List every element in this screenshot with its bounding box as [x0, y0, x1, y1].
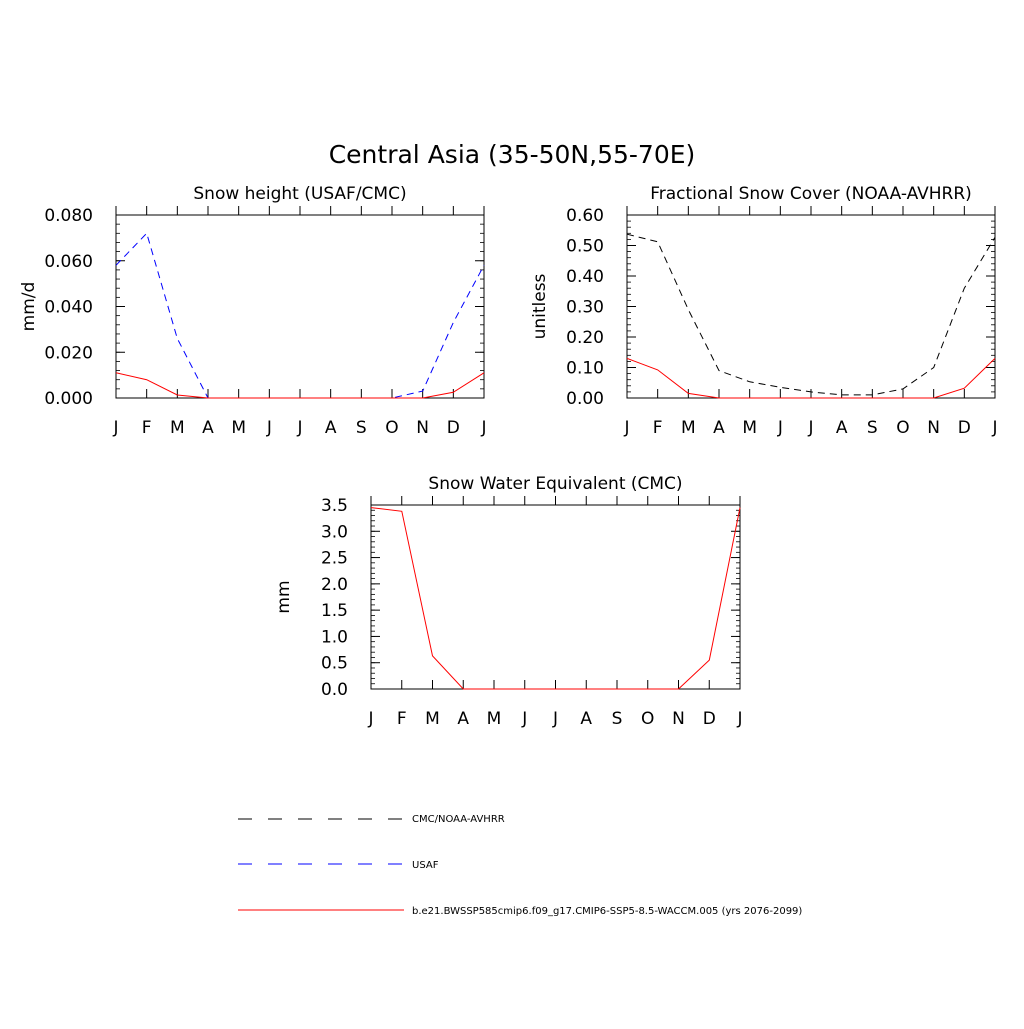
- y-tick-label: 0.000: [44, 389, 93, 409]
- x-tick-label: J: [480, 418, 486, 438]
- y-tick-label: 0.5: [321, 654, 348, 674]
- panel-title: Fractional Snow Cover (NOAA-AVHRR): [650, 184, 972, 204]
- y-tick-label: 0.10: [566, 359, 604, 379]
- x-tick-label: N: [672, 709, 685, 729]
- x-tick-label: D: [703, 709, 716, 729]
- y-tick-label: 0.20: [566, 328, 604, 348]
- panel-title: Snow height (USAF/CMC): [193, 184, 406, 204]
- y-tick-label: 0.60: [566, 206, 604, 226]
- x-tick-label: J: [521, 709, 527, 729]
- x-tick-label: S: [867, 418, 878, 438]
- x-tick-label: F: [397, 709, 407, 729]
- x-tick-label: A: [325, 418, 337, 438]
- plot-frame: [626, 214, 996, 399]
- chart-panel-3: Snow Water Equivalent (CMC) mm 0.0 0.5 1.0 1.…: [274, 474, 743, 729]
- series-line-2: [115, 372, 485, 399]
- x-tick-label: N: [416, 418, 429, 438]
- y-tick-label: 1.0: [321, 627, 348, 647]
- plot-frame: [115, 214, 485, 399]
- series-line-2: [626, 357, 996, 399]
- x-tick-label: S: [612, 709, 623, 729]
- x-tick-label: S: [356, 418, 367, 438]
- x-tick-label: J: [777, 418, 783, 438]
- x-tick-label: O: [385, 418, 398, 438]
- y-tick-label: 0.060: [44, 252, 93, 272]
- legend-label-obs: CMC/NOAA-AVHRR: [412, 814, 505, 825]
- y-tick-label: 0.30: [566, 298, 604, 318]
- x-tick-label: O: [896, 418, 909, 438]
- series-line-1: [626, 233, 996, 396]
- x-tick-label: A: [202, 418, 214, 438]
- y-tick-label: 0.040: [44, 298, 93, 318]
- y-axis-label: unitless: [530, 273, 550, 339]
- x-tick-label: D: [447, 418, 460, 438]
- x-tick-label: J: [623, 418, 629, 438]
- series-line-2: [370, 507, 741, 690]
- x-tick-label: M: [487, 709, 502, 729]
- x-tick-label: N: [927, 418, 940, 438]
- x-tick-label: J: [552, 709, 558, 729]
- y-tick-label: 0.00: [566, 389, 604, 409]
- legend-label-usaf: USAF: [412, 860, 439, 871]
- x-tick-label: J: [367, 709, 373, 729]
- y-tick-label: 0.40: [566, 267, 604, 287]
- y-tick-label: 3.0: [321, 522, 348, 542]
- legend: CMC/NOAA-AVHRR USAF b.e21.BWSSP585cmip6.…: [238, 814, 802, 917]
- x-tick-label: M: [170, 418, 185, 438]
- y-tick-label: 0.080: [44, 206, 93, 226]
- x-tick-label: M: [231, 418, 246, 438]
- y-tick-label: 0.020: [44, 343, 93, 363]
- x-tick-label: M: [742, 418, 757, 438]
- chart-panel-2: Fractional Snow Cover (NOAA-AVHRR) unitle…: [530, 184, 998, 438]
- plot-frame: [370, 504, 741, 690]
- x-tick-label: J: [736, 709, 742, 729]
- legend-label-model: b.e21.BWSSP585cmip6.f09_g17.CMIP6-SSP5-8…: [412, 906, 802, 917]
- y-tick-label: 0.50: [566, 237, 604, 257]
- y-tick-label: 2.5: [321, 549, 348, 569]
- x-tick-label: J: [112, 418, 118, 438]
- y-tick-label: 2.0: [321, 575, 348, 595]
- y-tick-label: 1.5: [321, 601, 348, 621]
- x-tick-label: F: [653, 418, 663, 438]
- panel-title: Snow Water Equivalent (CMC): [428, 474, 682, 494]
- x-tick-label: J: [296, 418, 302, 438]
- y-tick-label: 0.0: [321, 680, 348, 700]
- x-tick-label: M: [425, 709, 440, 729]
- y-axis-label: mm: [274, 580, 294, 613]
- x-tick-label: J: [991, 418, 997, 438]
- x-tick-label: M: [681, 418, 696, 438]
- y-tick-label: 3.5: [321, 496, 348, 516]
- figure-title: Central Asia (35-50N,55-70E): [329, 140, 696, 169]
- x-tick-label: F: [142, 418, 152, 438]
- series-line-1: [115, 232, 485, 399]
- x-tick-label: D: [958, 418, 971, 438]
- chart-panel-1: Snow height (USAF/CMC) mm/d 0.000 0.020 0.04…: [19, 184, 487, 438]
- y-axis-label: mm/d: [19, 282, 39, 332]
- x-tick-label: J: [807, 418, 813, 438]
- x-tick-label: A: [580, 709, 592, 729]
- x-tick-label: A: [457, 709, 469, 729]
- x-tick-label: O: [641, 709, 654, 729]
- x-tick-label: J: [266, 418, 272, 438]
- x-tick-label: A: [836, 418, 848, 438]
- x-tick-label: A: [713, 418, 725, 438]
